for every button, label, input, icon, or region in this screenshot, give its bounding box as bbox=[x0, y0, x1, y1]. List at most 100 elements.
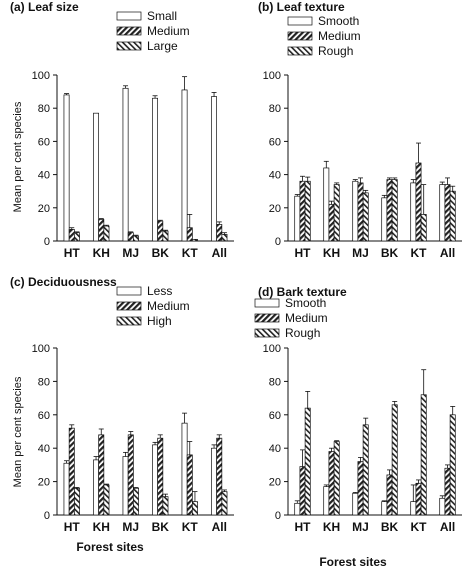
bar-leaf-texture-s3 bbox=[333, 184, 340, 242]
legend-swatch bbox=[116, 41, 142, 51]
bar-leaf-texture-s3 bbox=[362, 192, 369, 242]
bar-deciduousness-s1 bbox=[152, 444, 158, 516]
legend-label: Medium bbox=[147, 299, 190, 313]
y-tick-label: 60 bbox=[38, 410, 50, 422]
bar-deciduousness-s1 bbox=[63, 462, 70, 516]
bar-bark-texture-s2 bbox=[444, 467, 451, 516]
bar-leaf-size-s3 bbox=[221, 234, 228, 242]
bar-bark-texture-s3 bbox=[304, 407, 311, 516]
x-tick-label: KH bbox=[93, 246, 110, 260]
bar-deciduousness-s3 bbox=[133, 487, 139, 516]
bar-bark-texture-s2 bbox=[328, 451, 335, 516]
x-tick-label: KH bbox=[93, 520, 110, 534]
legend-swatch bbox=[254, 313, 280, 323]
bar-bark-texture-s3 bbox=[333, 441, 340, 516]
y-tick-label: 40 bbox=[38, 443, 50, 455]
bar-leaf-size-s3 bbox=[162, 230, 169, 242]
legend-label: High bbox=[147, 314, 172, 328]
x-tick-label: MJ bbox=[352, 246, 369, 260]
y-tick-label: 100 bbox=[32, 343, 50, 355]
bar-deciduousness-s3 bbox=[162, 496, 169, 516]
bar-deciduousness-s3 bbox=[221, 491, 228, 516]
bar-deciduousness-s1 bbox=[211, 447, 217, 516]
y-tick-label: 80 bbox=[269, 103, 281, 115]
y-tick-label: 0 bbox=[44, 510, 50, 522]
y-tick-label: 100 bbox=[32, 70, 50, 82]
x-tick-label: BK bbox=[152, 246, 170, 260]
bar-leaf-texture-s2 bbox=[386, 179, 393, 242]
bar-bark-texture-s1 bbox=[410, 501, 417, 516]
bar-leaf-texture-s1 bbox=[381, 197, 388, 242]
x-tick-label: All bbox=[212, 246, 227, 260]
y-tick-label: 80 bbox=[38, 103, 50, 115]
legend-swatch bbox=[116, 286, 142, 296]
legend-swatch bbox=[254, 328, 280, 338]
y-tick-label: 0 bbox=[275, 510, 281, 522]
x-axis-title-left: Forest sites bbox=[76, 540, 144, 554]
y-tick-label: 40 bbox=[269, 443, 281, 455]
chart-title-deciduousness: (c) Deciduousness bbox=[10, 275, 117, 289]
legend-swatch bbox=[287, 31, 313, 41]
bar-leaf-size-s3 bbox=[133, 235, 139, 242]
bar-leaf-texture-s3 bbox=[420, 214, 427, 242]
legend-label: Rough bbox=[285, 326, 320, 340]
bar-leaf-texture-s3 bbox=[391, 179, 398, 242]
x-tick-label: KT bbox=[411, 246, 428, 260]
bar-leaf-size-s3 bbox=[73, 232, 80, 242]
bar-deciduousness-s3 bbox=[192, 501, 198, 516]
bar-leaf-texture-s3 bbox=[304, 180, 311, 242]
bar-leaf-size-s1 bbox=[122, 87, 129, 242]
bar-bark-texture-s1 bbox=[381, 501, 388, 516]
y-tick-label: 60 bbox=[269, 136, 281, 148]
y-tick-label: 20 bbox=[269, 203, 281, 215]
legend-label: Small bbox=[147, 9, 177, 23]
bar-leaf-texture-s2 bbox=[415, 162, 422, 242]
x-tick-label: MJ bbox=[122, 246, 139, 260]
bar-bark-texture-s2 bbox=[357, 461, 364, 516]
panel-bark-texture: (d) Bark texture 0 20 40 60 80 100 HT KH MJ BK KT Al… bbox=[254, 285, 462, 534]
legend-label: Medium bbox=[318, 29, 361, 43]
bar-leaf-texture-s1 bbox=[439, 184, 446, 242]
bar-leaf-size-s3 bbox=[103, 225, 110, 242]
bar-leaf-size-s1 bbox=[152, 97, 158, 242]
bar-deciduousness-s1 bbox=[93, 459, 99, 516]
panel-deciduousness: (c) Deciduousness 0 20 40 60 80 100 HT KH MJ BK KT A… bbox=[10, 275, 234, 534]
x-tick-label: All bbox=[212, 520, 227, 534]
y-tick-label: 100 bbox=[263, 70, 281, 82]
legend-label: Less bbox=[147, 284, 172, 298]
bar-leaf-texture-s1 bbox=[410, 182, 417, 242]
y-tick-label: 60 bbox=[38, 136, 50, 148]
y-tick-label: 40 bbox=[269, 170, 281, 182]
legend-swatch bbox=[254, 298, 280, 308]
bar-bark-texture-s2 bbox=[299, 466, 306, 516]
bar-deciduousness-s3 bbox=[73, 487, 80, 516]
legend-label: Smooth bbox=[318, 14, 359, 28]
y-tick-label: 80 bbox=[269, 376, 281, 388]
legend-swatch bbox=[116, 316, 142, 326]
legend-swatch bbox=[287, 46, 313, 56]
x-tick-label: BK bbox=[152, 520, 170, 534]
bar-deciduousness-s2 bbox=[68, 427, 75, 516]
x-tick-label: All bbox=[440, 520, 455, 534]
y-tick-label: 20 bbox=[38, 203, 50, 215]
bar-bark-texture-s2 bbox=[415, 482, 422, 516]
bar-leaf-size-s2 bbox=[216, 224, 223, 242]
bar-leaf-size-s2 bbox=[68, 229, 75, 242]
legend-label: Rough bbox=[318, 44, 353, 58]
bar-deciduousness-s2 bbox=[216, 437, 223, 516]
x-tick-label: MJ bbox=[352, 520, 369, 534]
bar-leaf-texture-s1 bbox=[352, 180, 359, 242]
y-tick-label: 0 bbox=[275, 236, 281, 248]
bar-bark-texture-s3 bbox=[420, 394, 427, 516]
legend-swatch bbox=[116, 26, 142, 36]
bar-leaf-size-s2 bbox=[98, 219, 105, 242]
legend-swatch bbox=[287, 16, 313, 26]
bar-bark-texture-s3 bbox=[449, 414, 456, 516]
bar-bark-texture-s1 bbox=[294, 502, 301, 516]
bar-leaf-size-s1 bbox=[181, 89, 188, 242]
panel-leaf-size: (a) Leaf size 0 20 40 60 80 100 HT KH MJ BK KT All Sm… bbox=[10, 0, 234, 260]
y-tick-label: 20 bbox=[38, 477, 50, 489]
x-tick-label: KT bbox=[182, 246, 199, 260]
bar-deciduousness-s1 bbox=[122, 456, 129, 516]
legend-label: Medium bbox=[147, 24, 190, 38]
